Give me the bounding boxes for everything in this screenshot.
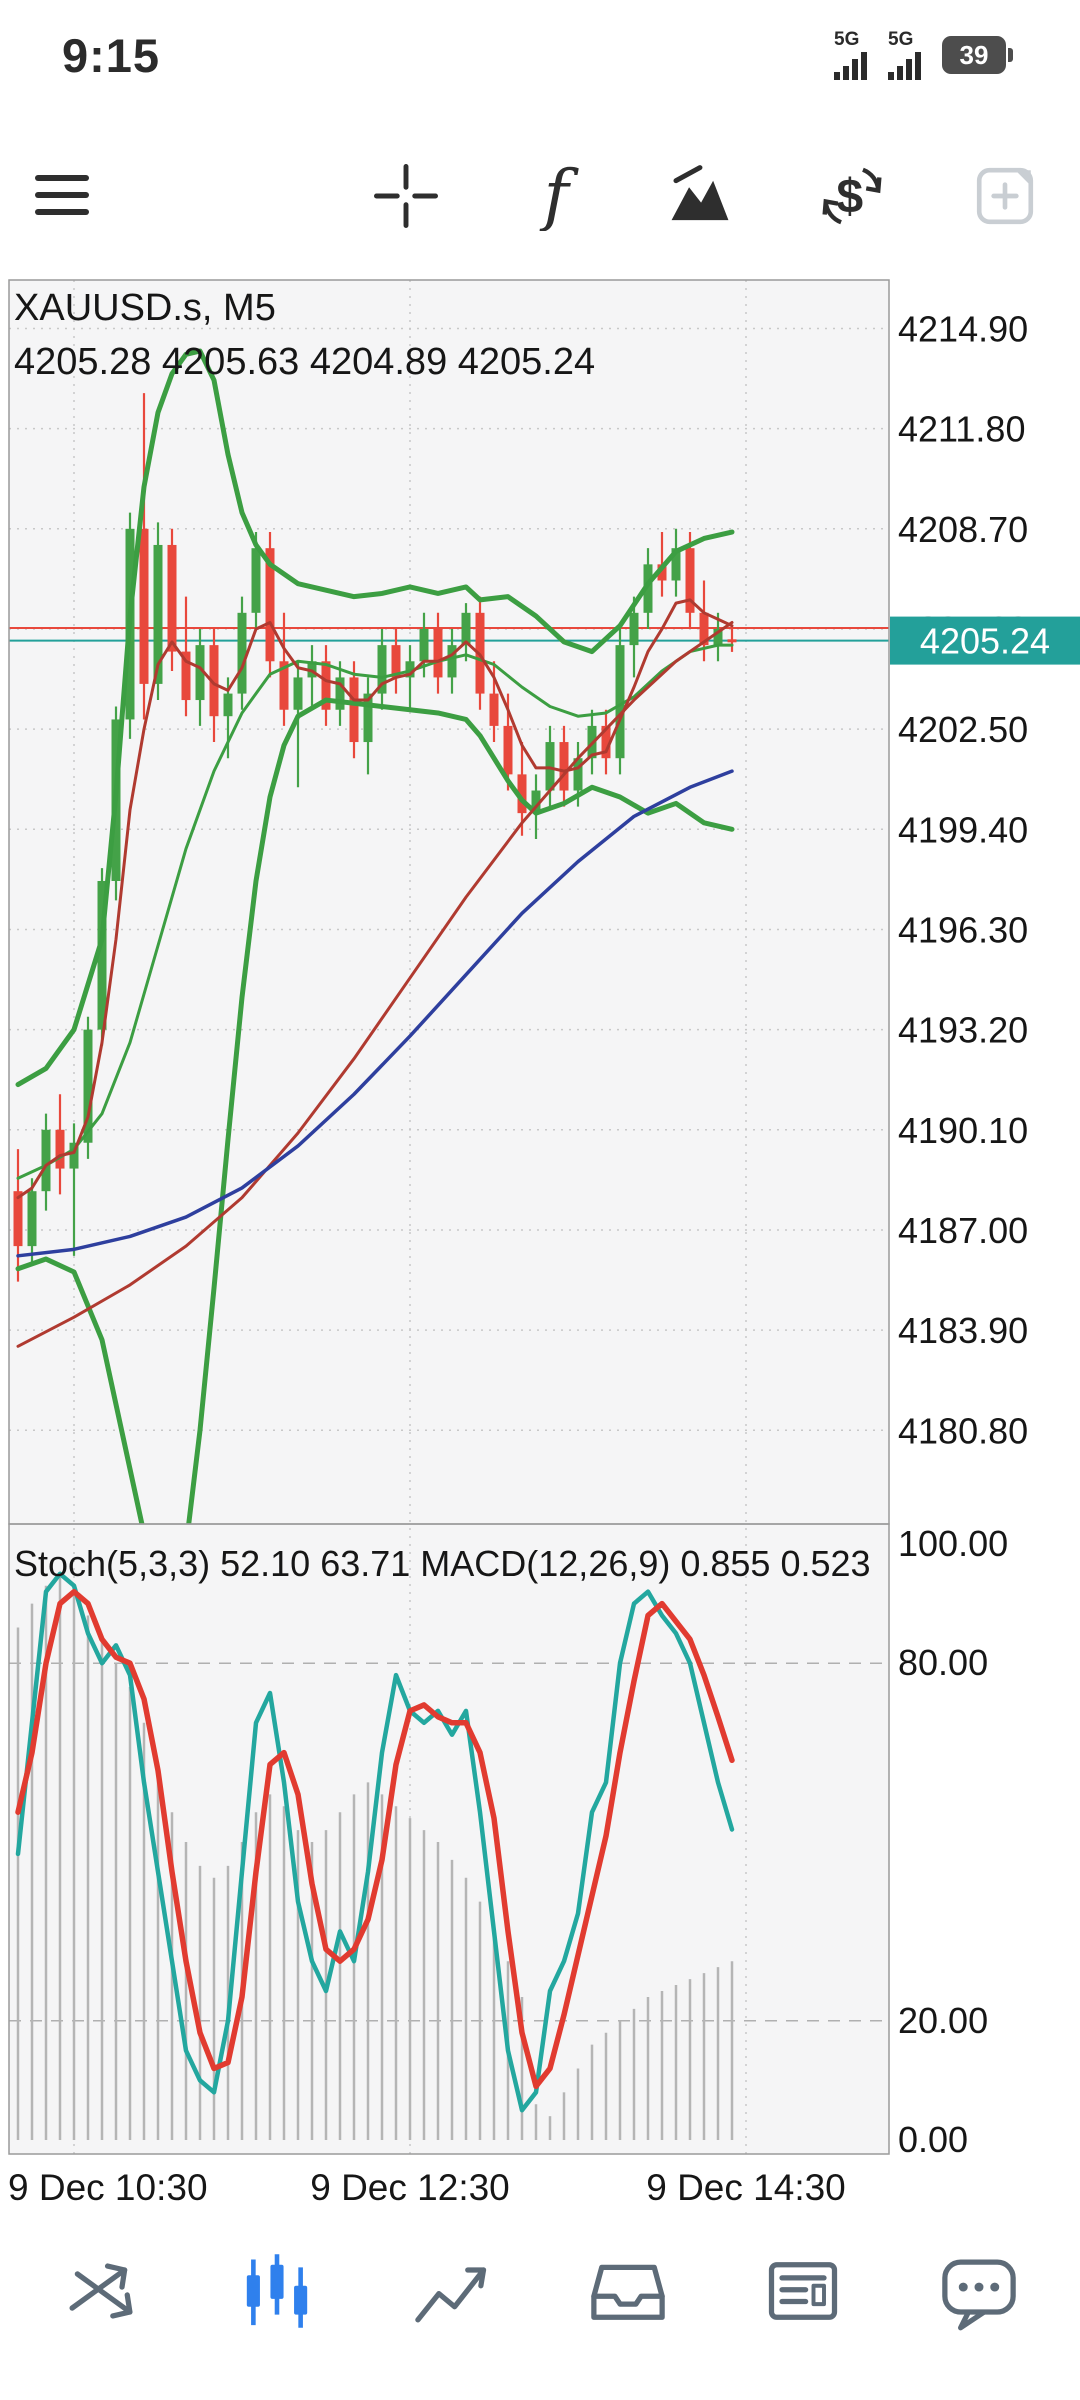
status-icons: 5G 5G 39 — [834, 30, 1013, 81]
bottom-nav — [0, 2216, 1080, 2366]
signal-bars-icon — [888, 51, 921, 80]
objects-button[interactable] — [655, 151, 745, 241]
svg-text:9 Dec 12:30: 9 Dec 12:30 — [310, 2167, 510, 2208]
clock: 9:15 — [62, 28, 161, 82]
svg-text:4199.40: 4199.40 — [898, 809, 1028, 850]
svg-text:$: $ — [836, 169, 863, 223]
battery-level: 39 — [959, 39, 989, 70]
bollinger-middle-line — [16, 643, 734, 1180]
svg-text:4187.00: 4187.00 — [898, 1210, 1028, 1251]
svg-text:4208.70: 4208.70 — [898, 509, 1028, 550]
nav-chart-button-active[interactable] — [234, 2248, 320, 2334]
svg-text:4190.10: 4190.10 — [898, 1110, 1028, 1151]
svg-text:9 Dec 10:30: 9 Dec 10:30 — [8, 2167, 208, 2208]
svg-text:4196.30: 4196.30 — [898, 909, 1028, 950]
nav-charts-button[interactable] — [409, 2248, 495, 2334]
inbox-tray-icon — [591, 2264, 665, 2320]
signal-bars-icon — [834, 51, 867, 80]
ma-red-fast-line — [16, 598, 734, 1200]
stoch-d-line — [15, 1588, 735, 2090]
nav-news-button[interactable] — [760, 2248, 846, 2334]
nav-mailbox-button[interactable] — [585, 2248, 671, 2334]
indicator-label: Stoch(5,3,3) 52.10 63.71 MACD(12,26,9) 0… — [14, 1543, 871, 1584]
nav-chat-button[interactable] — [936, 2248, 1022, 2334]
bollinger-upper-line — [15, 348, 735, 1088]
symbol-title: XAUUSD.s, M5 — [14, 287, 276, 329]
svg-text:4193.20: 4193.20 — [898, 1010, 1028, 1051]
currency-exchange-button[interactable]: $ — [807, 151, 897, 241]
indicator-axis: 100.00 80.00 20.00 0.00 — [898, 1523, 1008, 2160]
svg-text:4211.80: 4211.80 — [898, 409, 1025, 450]
dollar-exchange-icon: $ — [822, 167, 882, 225]
candlestick-chart-icon — [246, 2254, 307, 2328]
svg-text:4183.90: 4183.90 — [898, 1310, 1028, 1351]
main-panel-bg — [9, 280, 889, 1524]
chat-bubble-icon — [942, 2259, 1016, 2331]
new-order-plus-icon — [976, 167, 1034, 225]
bollinger-lower-line — [15, 697, 735, 1524]
current-price-badge: 4205.24 — [890, 616, 1080, 665]
svg-text:4214.90: 4214.90 — [898, 308, 1028, 349]
battery-icon: 39 — [942, 36, 1013, 74]
ma-blue-line — [16, 769, 734, 1258]
svg-text:80.00: 80.00 — [898, 1642, 988, 1683]
indicators-button[interactable]: f — [509, 151, 599, 241]
objects-icon — [671, 165, 729, 221]
sub-panel-bg — [9, 1524, 889, 2154]
newspaper-icon — [769, 2262, 838, 2320]
svg-text:0.00: 0.00 — [898, 2119, 968, 2160]
ma-red-slow-line — [16, 621, 734, 1348]
svg-text:100.00: 100.00 — [898, 1523, 1008, 1564]
svg-text:9 Dec 14:30: 9 Dec 14:30 — [646, 2167, 846, 2208]
trendline-icon — [415, 2267, 487, 2323]
hamburger-icon — [35, 175, 89, 215]
svg-text:4180.80: 4180.80 — [898, 1410, 1028, 1451]
function-f-icon: f — [539, 161, 580, 231]
ohlc-values: 4205.28 4205.63 4204.89 4205.24 — [14, 341, 595, 383]
trade-arrows-icon — [69, 2263, 133, 2319]
svg-text:4205.24: 4205.24 — [920, 621, 1050, 662]
time-axis: 9 Dec 10:30 9 Dec 12:30 9 Dec 14:30 — [8, 2167, 846, 2208]
signal-icon: 5G — [834, 30, 870, 81]
nav-trade-button[interactable] — [58, 2248, 144, 2334]
status-bar: 9:15 5G 5G 39 — [0, 0, 1080, 110]
signal-icon-2: 5G — [888, 30, 924, 81]
crosshair-button[interactable] — [361, 151, 451, 241]
crosshair-icon — [374, 164, 438, 228]
svg-text:4202.50: 4202.50 — [898, 709, 1028, 750]
svg-text:20.00: 20.00 — [898, 2000, 988, 2041]
new-order-button[interactable] — [960, 151, 1050, 241]
toolbar: f $ — [0, 136, 1080, 256]
menu-button[interactable] — [18, 151, 108, 241]
price-axis: 4214.904211.804208.704205.604202.504199.… — [898, 308, 1028, 1451]
stoch-k-line — [15, 1571, 735, 2113]
